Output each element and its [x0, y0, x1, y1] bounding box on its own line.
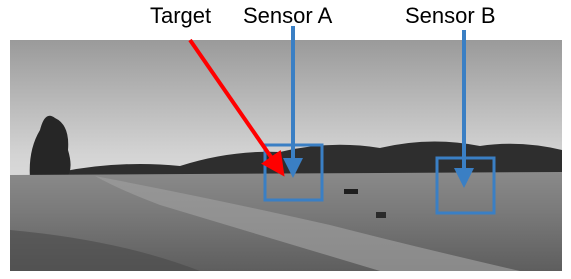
page: Target Sensor A Sensor B (() => { const … — [0, 0, 571, 279]
annotated-photo: Target Sensor A Sensor B — [0, 0, 571, 279]
target-label: Target — [150, 3, 211, 28]
sensor-a-label: Sensor A — [243, 3, 333, 28]
sensor-b-label: Sensor B — [405, 3, 496, 28]
photo — [10, 40, 562, 271]
